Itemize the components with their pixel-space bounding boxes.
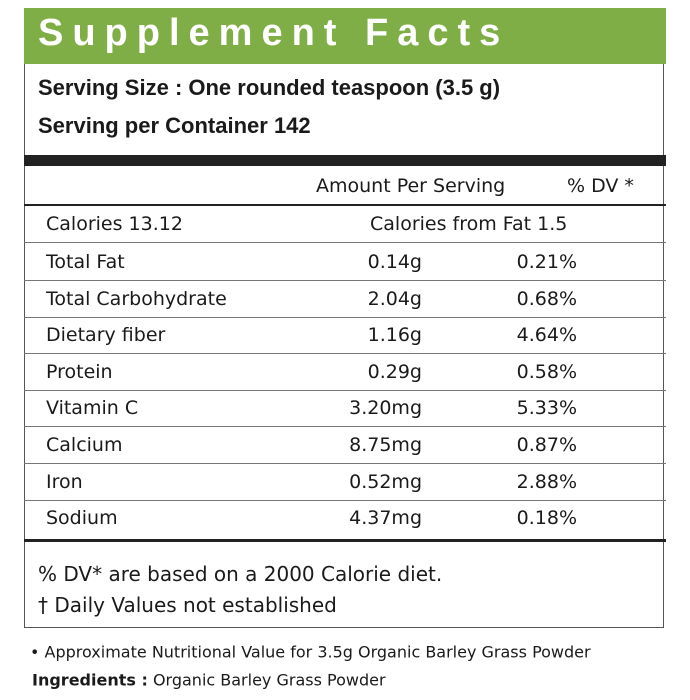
ingredients-value: Organic Barley Grass Powder: [152, 670, 386, 690]
nutrient-amount: 3.20mg: [349, 397, 422, 420]
column-header: % DV *: [567, 175, 634, 197]
footnote: † Daily Values not established: [38, 593, 337, 617]
nutrient-amount: 4.37mg: [349, 507, 422, 530]
rule: [24, 280, 666, 281]
nutrient-dv: 2.88%: [516, 470, 577, 493]
nutrient-name: Sodium: [46, 507, 118, 530]
nutrient-name: Iron: [46, 470, 83, 493]
nutrient-dv: 0.68%: [516, 287, 577, 310]
nutrient-dv: 0.87%: [516, 434, 577, 456]
servings-per-container: Serving per Container 142: [38, 113, 311, 138]
rule: [24, 539, 666, 542]
rule: [24, 463, 666, 464]
nutrient-amount: 0.29g: [367, 360, 422, 383]
rule: [24, 242, 666, 243]
rule: [24, 389, 666, 391]
nutrient-dv: 5.33%: [516, 397, 577, 420]
note: • Approximate Nutritional Value for 3.5g…: [30, 642, 591, 662]
nutrient-amount: 0.14g: [367, 251, 422, 273]
nutrient-name: Vitamin C: [46, 397, 139, 420]
nutrient-dv: 0.58%: [516, 360, 577, 383]
rule: [24, 426, 666, 428]
nutrient-name: Total Carbohydrate: [46, 287, 227, 310]
nutrient-name: Total Fat: [46, 251, 125, 273]
nutrient-amount: 2.04g: [367, 287, 422, 310]
footnote: % DV* are based on a 2000 Calorie diet.: [38, 562, 443, 586]
thick-rule: [24, 155, 666, 166]
calories: Calories 13.12: [46, 213, 183, 235]
nutrient-dv: 0.21%: [516, 251, 577, 273]
serving-size: Serving Size : One rounded teaspoon (3.5…: [38, 75, 501, 100]
rule: [24, 204, 666, 206]
rule: [24, 353, 666, 355]
nutrient-name: Dietary fiber: [46, 324, 166, 347]
nutrient-name: Protein: [46, 360, 113, 383]
ingredients: Ingredients : Organic Barley Grass Powde…: [32, 671, 386, 690]
nutrient-amount: 8.75mg: [349, 434, 422, 456]
title-band: [24, 8, 666, 64]
column-header: Amount Per Serving: [316, 175, 506, 197]
nutrient-amount: 0.52mg: [349, 470, 422, 493]
ingredients-label: Ingredients :: [32, 670, 148, 690]
calories-from-fat: Calories from Fat 1.5: [370, 213, 568, 235]
rule: [24, 316, 666, 318]
facts-box: [24, 8, 664, 628]
title: Supplement Facts: [38, 12, 510, 54]
nutrient-amount: 1.16g: [367, 324, 422, 347]
nutrient-dv: 0.18%: [516, 507, 577, 530]
nutrient-name: Calcium: [46, 434, 123, 456]
nutrient-dv: 4.64%: [516, 324, 577, 347]
rule: [24, 499, 666, 501]
